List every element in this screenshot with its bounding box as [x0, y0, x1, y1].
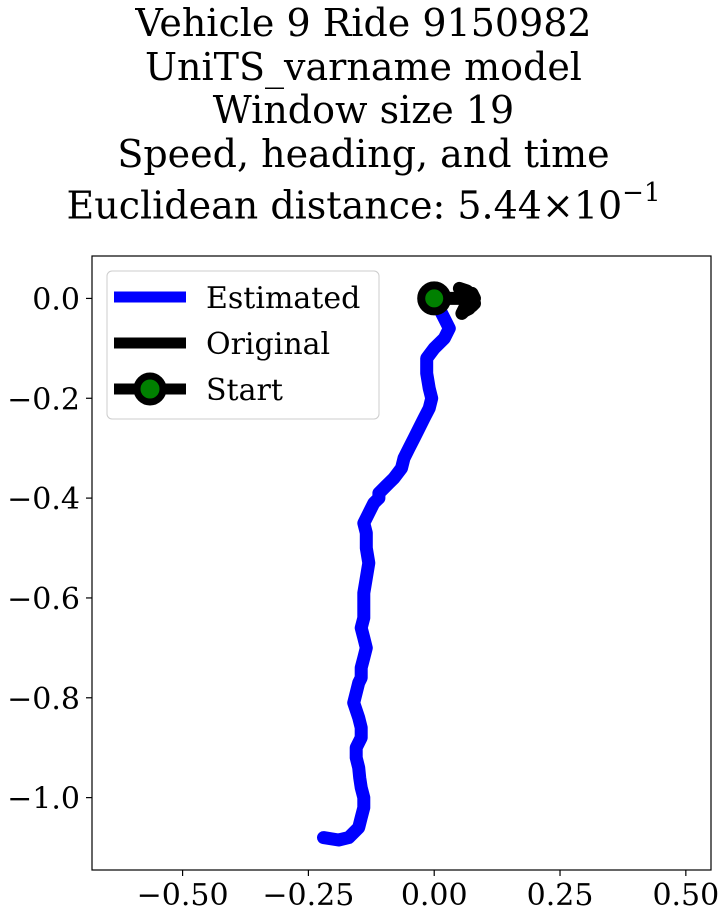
title-line-2: UniTS_varname model — [145, 44, 582, 89]
legend-start-label: Start — [206, 373, 283, 408]
legend-start-marker — [133, 372, 167, 406]
y-tick-label: 0.0 — [32, 282, 80, 317]
title-line-1: Vehicle 9 Ride 9150982 — [135, 1, 592, 45]
axes-frame — [91, 255, 712, 871]
title-line-5-exponent: −1 — [622, 178, 661, 208]
legend-estimated-label: Estimated — [206, 281, 360, 316]
legend: Estimated Original Start — [106, 270, 380, 420]
y-tick-label: −0.4 — [7, 482, 80, 517]
chart-title: Vehicle 9 Ride 9150982 UniTS_varname mod… — [0, 1, 727, 228]
x-tick-label: −0.25 — [262, 878, 354, 913]
legend-original-label: Original — [206, 327, 330, 362]
series-line-estimated — [317, 291, 456, 847]
title-line-3: Window size 19 — [212, 88, 515, 132]
title-line-5-base: 10 — [573, 183, 623, 228]
start-point-marker — [417, 281, 452, 316]
y-tick-label: −1.0 — [7, 782, 80, 817]
legend-box — [106, 270, 380, 420]
title-line-5-mantissa: 5.44 — [457, 183, 542, 228]
x-tick-label: 0.50 — [652, 878, 719, 913]
title-line-4: Speed, heading, and time — [117, 131, 610, 176]
x-tick-label: −0.50 — [137, 878, 229, 913]
title-line-5-prefix: Euclidean distance: — [66, 183, 458, 228]
tick-layer: −0.50 −0.25 0.00 0.25 0.50 0.0 −0.2 −0.4 −0.6 −0.… — [7, 282, 719, 913]
y-tick-label: −0.2 — [7, 382, 80, 417]
x-tick-label: 0.25 — [527, 878, 594, 913]
series-line-original — [427, 281, 481, 320]
title-line-5-times: × — [541, 183, 574, 228]
y-tick-label: −0.8 — [7, 682, 80, 717]
y-tick-label: −0.6 — [7, 582, 80, 617]
title-line-5: Euclidean distance: 5.44×10−1 — [0, 176, 727, 228]
x-tick-label: 0.00 — [401, 878, 468, 913]
series-layer — [317, 281, 481, 847]
